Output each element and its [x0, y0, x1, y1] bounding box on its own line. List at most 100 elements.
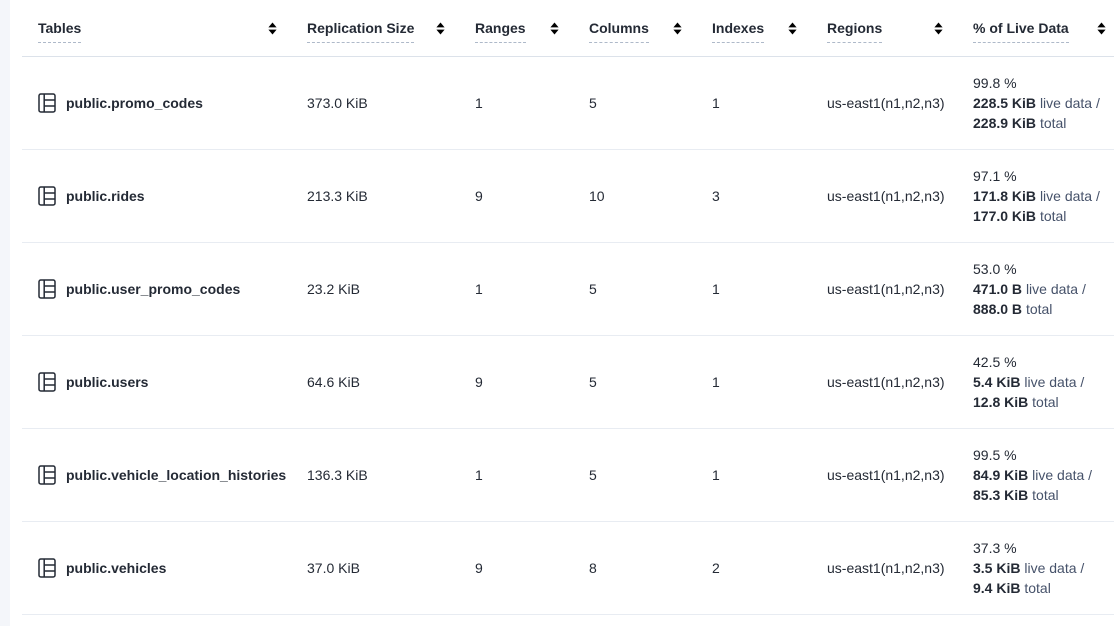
table-name-link[interactable]: public.rides — [66, 188, 145, 204]
total-size: 9.4 KiB — [973, 580, 1021, 596]
database-tables-table: Tables Replication Size Ranges Columns I… — [22, 0, 1114, 615]
live-size-label: live data / — [1039, 188, 1100, 204]
live-size: 471.0 B — [973, 281, 1023, 297]
live-size: 5.4 KiB — [973, 374, 1021, 390]
live-size-label: live data / — [1025, 281, 1086, 297]
live-percent: 42.5 % — [973, 354, 1017, 370]
replication-size-value: 64.6 KiB — [307, 374, 360, 390]
page-left-gutter — [0, 0, 10, 626]
ranges-value: 9 — [475, 374, 483, 390]
table-icon — [38, 93, 56, 113]
table-icon — [38, 186, 56, 206]
live-data-cell: 37.3 % 3.5 KiB live data / 9.4 KiB total — [973, 538, 1114, 598]
table-row[interactable]: public.user_promo_codes 23.2 KiB 1 5 1 u… — [22, 243, 1114, 336]
table-icon — [38, 465, 56, 485]
ranges-value: 1 — [475, 95, 483, 111]
indexes-value: 3 — [712, 188, 720, 204]
column-header-columns[interactable]: Columns — [589, 0, 712, 56]
column-header-replication-size[interactable]: Replication Size — [307, 0, 475, 56]
column-header-label: Replication Size — [307, 20, 415, 43]
sort-carets-icon[interactable] — [934, 22, 943, 35]
column-header-regions[interactable]: Regions — [827, 0, 973, 56]
sort-carets-icon[interactable] — [268, 22, 277, 35]
table-name-link[interactable]: public.users — [66, 374, 149, 390]
total-size: 85.3 KiB — [973, 487, 1029, 503]
sort-carets-icon[interactable] — [550, 22, 559, 35]
table-row[interactable]: public.vehicle_location_histories 136.3 … — [22, 429, 1114, 522]
live-size-label: live data / — [1039, 95, 1100, 111]
table-name-link[interactable]: public.user_promo_codes — [66, 281, 241, 297]
total-size-label: total — [1032, 487, 1059, 503]
column-header-ranges[interactable]: Ranges — [475, 0, 589, 56]
total-size-label: total — [1024, 580, 1051, 596]
total-size-label: total — [1025, 301, 1053, 317]
live-data-cell: 99.8 % 228.5 KiB live data / 228.9 KiB t… — [973, 73, 1114, 133]
table-row[interactable]: public.promo_codes 373.0 KiB 1 5 1 us-ea… — [22, 57, 1114, 150]
ranges-value: 1 — [475, 467, 483, 483]
total-size-label: total — [1039, 115, 1067, 131]
table-name-cell: public.vehicles — [22, 558, 307, 578]
indexes-value: 1 — [712, 374, 720, 390]
columns-value: 5 — [589, 374, 597, 390]
regions-value: us-east1(n1,n2,n3) — [827, 467, 945, 483]
regions-value: us-east1(n1,n2,n3) — [827, 374, 945, 390]
sort-carets-icon[interactable] — [673, 22, 682, 35]
total-size: 177.0 KiB — [973, 208, 1037, 224]
column-header-indexes[interactable]: Indexes — [712, 0, 827, 56]
live-data-cell: 99.5 % 84.9 KiB live data / 85.3 KiB tot… — [973, 445, 1114, 505]
table-header-row: Tables Replication Size Ranges Columns I… — [22, 0, 1114, 57]
table-name-cell: public.rides — [22, 186, 307, 206]
columns-value: 5 — [589, 467, 597, 483]
column-header-tables[interactable]: Tables — [22, 0, 307, 56]
live-size: 84.9 KiB — [973, 467, 1029, 483]
sort-carets-icon[interactable] — [436, 22, 445, 35]
replication-size-value: 37.0 KiB — [307, 560, 360, 576]
sort-carets-icon[interactable] — [1097, 22, 1106, 35]
column-header-live-data[interactable]: % of Live Data — [973, 0, 1114, 56]
indexes-value: 1 — [712, 281, 720, 297]
table-name-cell: public.users — [22, 372, 307, 392]
table-name-cell: public.vehicle_location_histories — [22, 465, 307, 485]
live-data-cell: 97.1 % 171.8 KiB live data / 177.0 KiB t… — [973, 166, 1114, 226]
columns-value: 10 — [589, 188, 605, 204]
replication-size-value: 373.0 KiB — [307, 95, 368, 111]
regions-value: us-east1(n1,n2,n3) — [827, 188, 945, 204]
table-icon — [38, 372, 56, 392]
columns-value: 5 — [589, 281, 597, 297]
sort-carets-icon[interactable] — [788, 22, 797, 35]
total-size: 228.9 KiB — [973, 115, 1037, 131]
total-size: 888.0 B — [973, 301, 1023, 317]
live-percent: 99.5 % — [973, 447, 1017, 463]
total-size: 12.8 KiB — [973, 394, 1029, 410]
table-name-cell: public.promo_codes — [22, 93, 307, 113]
regions-value: us-east1(n1,n2,n3) — [827, 281, 945, 297]
indexes-value: 1 — [712, 467, 720, 483]
table-name-link[interactable]: public.vehicles — [66, 560, 167, 576]
columns-value: 8 — [589, 560, 597, 576]
indexes-value: 1 — [712, 95, 720, 111]
column-header-label: Indexes — [712, 20, 765, 43]
column-header-label: Regions — [827, 20, 883, 43]
live-size: 228.5 KiB — [973, 95, 1037, 111]
live-size: 3.5 KiB — [973, 560, 1021, 576]
table-name-link[interactable]: public.promo_codes — [66, 95, 203, 111]
live-size: 171.8 KiB — [973, 188, 1037, 204]
table-row[interactable]: public.rides 213.3 KiB 9 10 3 us-east1(n… — [22, 150, 1114, 243]
table-row[interactable]: public.vehicles 37.0 KiB 9 8 2 us-east1(… — [22, 522, 1114, 615]
table-row[interactable]: public.users 64.6 KiB 9 5 1 us-east1(n1,… — [22, 336, 1114, 429]
live-percent: 37.3 % — [973, 540, 1017, 556]
live-size-label: live data / — [1024, 374, 1085, 390]
columns-value: 5 — [589, 95, 597, 111]
live-percent: 97.1 % — [973, 168, 1017, 184]
ranges-value: 9 — [475, 560, 483, 576]
live-percent: 53.0 % — [973, 261, 1017, 277]
table-name-cell: public.user_promo_codes — [22, 279, 307, 299]
live-size-label: live data / — [1032, 467, 1093, 483]
live-data-cell: 53.0 % 471.0 B live data / 888.0 B total — [973, 259, 1114, 319]
table-name-link[interactable]: public.vehicle_location_histories — [66, 467, 287, 483]
regions-value: us-east1(n1,n2,n3) — [827, 560, 945, 576]
replication-size-value: 136.3 KiB — [307, 467, 368, 483]
indexes-value: 2 — [712, 560, 720, 576]
total-size-label: total — [1032, 394, 1059, 410]
live-size-label: live data / — [1024, 560, 1085, 576]
